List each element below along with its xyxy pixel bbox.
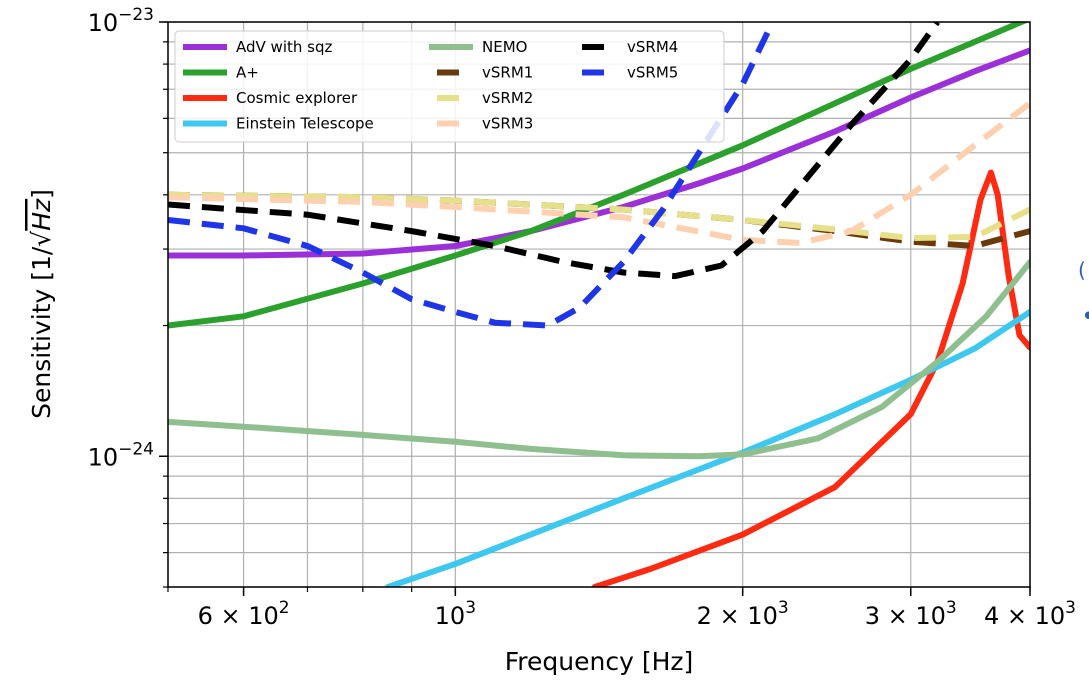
y-tick-label: 10−24 bbox=[88, 439, 154, 471]
cropped-glyph-dot: • bbox=[1081, 304, 1089, 330]
y-axis-label-radicand: Hz bbox=[27, 198, 56, 231]
x-tick-label: 3 × 103 bbox=[865, 598, 957, 630]
legend-label: vSRM3 bbox=[482, 115, 533, 133]
x-axis-label: Frequency [Hz] bbox=[505, 647, 694, 676]
legend-label: vSRM5 bbox=[627, 64, 678, 82]
y-axis-label-text: Sensitivity [1/ bbox=[27, 246, 56, 419]
y-tick-label: 10−23 bbox=[88, 5, 154, 37]
legend-label: Einstein Telescope bbox=[236, 115, 374, 133]
x-tick-label: 4 × 103 bbox=[984, 598, 1076, 630]
legend-label: A+ bbox=[236, 64, 259, 82]
sqrt-symbol: √ bbox=[27, 231, 56, 247]
x-tick-label: 2 × 103 bbox=[697, 598, 789, 630]
x-tick-label: 103 bbox=[435, 598, 476, 630]
x-tick-label: 6 × 102 bbox=[198, 598, 290, 630]
y-axis-label-close: ] bbox=[27, 189, 56, 199]
legend-label: AdV with sqz bbox=[236, 38, 332, 56]
legend-label: vSRM1 bbox=[482, 64, 533, 82]
legend-label: vSRM4 bbox=[627, 38, 678, 56]
legend-label: Cosmic explorer bbox=[236, 89, 358, 107]
legend-label: NEMO bbox=[482, 38, 527, 56]
y-axis-label-group: Sensitivity [1/√Hz] bbox=[27, 189, 56, 419]
legend-label: vSRM2 bbox=[482, 89, 533, 107]
legend: AdV with sqz A+ Cosmic explorer Einstein Te… bbox=[175, 31, 724, 142]
cropped-glyph-top: ( bbox=[1078, 258, 1086, 282]
y-axis-label: Sensitivity [1/√Hz] bbox=[27, 189, 56, 419]
